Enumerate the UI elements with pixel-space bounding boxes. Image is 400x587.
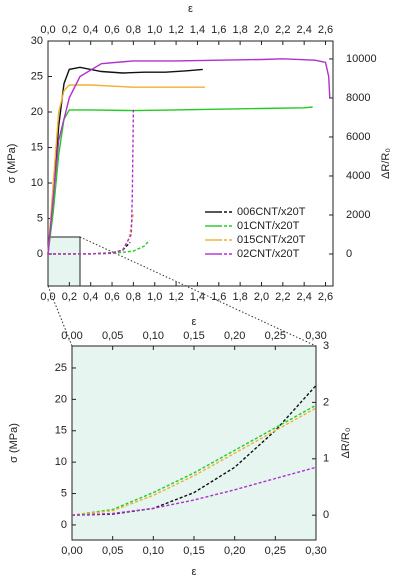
- x-top-tick-label: 1,8: [232, 24, 247, 36]
- x-top-tick-label: 0,00: [61, 330, 82, 342]
- y2-axis-label: ΔR/R₀: [380, 148, 392, 179]
- stress-line: [47, 106, 313, 255]
- y-axis-label: σ (MPa): [8, 423, 20, 463]
- plot-frame: [47, 40, 334, 287]
- y2-tick-label: 10000: [346, 53, 377, 65]
- y2-tick-label: 6000: [346, 131, 370, 143]
- y2-tick-label: 8000: [346, 92, 370, 104]
- x-tick-label: 2,6: [318, 291, 333, 303]
- x-top-tick-label: 0,4: [83, 24, 98, 36]
- x-top-tick-label: 2,2: [275, 24, 290, 36]
- x-tick-label: 2,4: [297, 291, 312, 303]
- x-top-tick-label: 0,30: [305, 330, 326, 342]
- y-tick-label: 30: [31, 35, 43, 47]
- resistance-line: [47, 109, 135, 255]
- legend-label: 01CNT/x20T: [237, 220, 300, 232]
- x-tick-label: 0,4: [83, 291, 98, 303]
- x-top-tick-label: 0,05: [102, 330, 123, 342]
- y2-tick-label: 4000: [346, 170, 370, 182]
- x-tick-label: 1,8: [232, 291, 247, 303]
- x-tick-label: 1,6: [211, 291, 226, 303]
- y2-tick-label: 3: [323, 340, 329, 352]
- y-tick-label: 15: [31, 141, 43, 153]
- x-tick-label: 0,0: [40, 291, 55, 303]
- x-tick-label: 2,0: [254, 291, 269, 303]
- x-top-tick-label: 1,0: [147, 24, 162, 36]
- x-top-tick-label: 0,10: [143, 330, 164, 342]
- x-top-tick-label: 1,2: [168, 24, 183, 36]
- x-top-tick-label: 0,6: [104, 24, 119, 36]
- resistance-line: [71, 404, 317, 516]
- y-tick-label: 20: [55, 393, 67, 405]
- x-top-tick-label: 0,8: [126, 24, 141, 36]
- x-top-tick-label: 0,2: [62, 24, 77, 36]
- x-tick-label: 1,4: [190, 291, 205, 303]
- y-tick-label: 25: [31, 70, 43, 82]
- x-tick-label: 0,15: [183, 545, 204, 557]
- x-tick-label: 0,00: [61, 545, 82, 557]
- stress-line: [47, 58, 331, 255]
- resistance-line: [71, 466, 317, 516]
- y-tick-label: 10: [55, 456, 67, 468]
- y-tick-label: 10: [31, 177, 43, 189]
- x-tick-label: 1,2: [168, 291, 183, 303]
- y2-tick-label: 0: [323, 509, 329, 521]
- y-tick-label: 5: [37, 212, 43, 224]
- y-axis-label: σ (MPa): [6, 144, 18, 184]
- y-tick-label: 25: [55, 362, 67, 374]
- y2-axis-label: ΔR/R₀: [340, 428, 352, 459]
- x-top-tick-label: 0,15: [183, 330, 204, 342]
- y-tick-label: 20: [31, 106, 43, 118]
- x-axis-label: ε: [188, 3, 193, 15]
- legend-label: 006CNT/x20T: [237, 206, 306, 218]
- zoom-connector: [47, 285, 73, 347]
- x-top-tick-label: 2,6: [318, 24, 333, 36]
- y2-tick-label: 0: [346, 248, 352, 260]
- x-tick-label: 0,05: [102, 545, 123, 557]
- x-top-tick-label: 0,25: [265, 330, 286, 342]
- y-tick-label: 5: [61, 487, 67, 499]
- zoom-connector: [79, 236, 317, 347]
- x-top-tick-label: 0,0: [40, 24, 55, 36]
- x-tick-label: 1,0: [147, 291, 162, 303]
- x-top-tick-label: 2,0: [254, 24, 269, 36]
- x-top-tick-label: 1,4: [190, 24, 205, 36]
- legend-label: 015CNT/x20T: [237, 234, 306, 246]
- x-top-tick-label: 1,6: [211, 24, 226, 36]
- x-axis-label: ε: [192, 316, 197, 328]
- stress-line: [47, 84, 205, 255]
- y2-tick-label: 2000: [346, 209, 370, 221]
- y2-tick-label: 2: [323, 396, 329, 408]
- x-tick-label: 0,2: [62, 291, 77, 303]
- zoom-region-box: [47, 236, 81, 287]
- zoom-background: [72, 346, 316, 540]
- x-top-tick-label: 2,4: [297, 24, 312, 36]
- resistance-line: [71, 407, 317, 516]
- x-tick-label: 0,10: [143, 545, 164, 557]
- x-tick-label: 0,30: [305, 545, 326, 557]
- y-tick-label: 0: [61, 519, 67, 531]
- x-axis-label: ε: [192, 566, 197, 578]
- x-tick-label: 0,6: [104, 291, 119, 303]
- x-tick-label: 0,8: [126, 291, 141, 303]
- legend-label: 02CNT/x20T: [237, 248, 300, 260]
- x-tick-label: 0,25: [265, 545, 286, 557]
- x-top-tick-label: 0,20: [224, 330, 245, 342]
- y-tick-label: 15: [55, 425, 67, 437]
- y2-tick-label: 1: [323, 453, 329, 465]
- x-tick-label: 2,2: [275, 291, 290, 303]
- x-tick-label: 0,20: [224, 545, 245, 557]
- y-tick-label: 0: [37, 248, 43, 260]
